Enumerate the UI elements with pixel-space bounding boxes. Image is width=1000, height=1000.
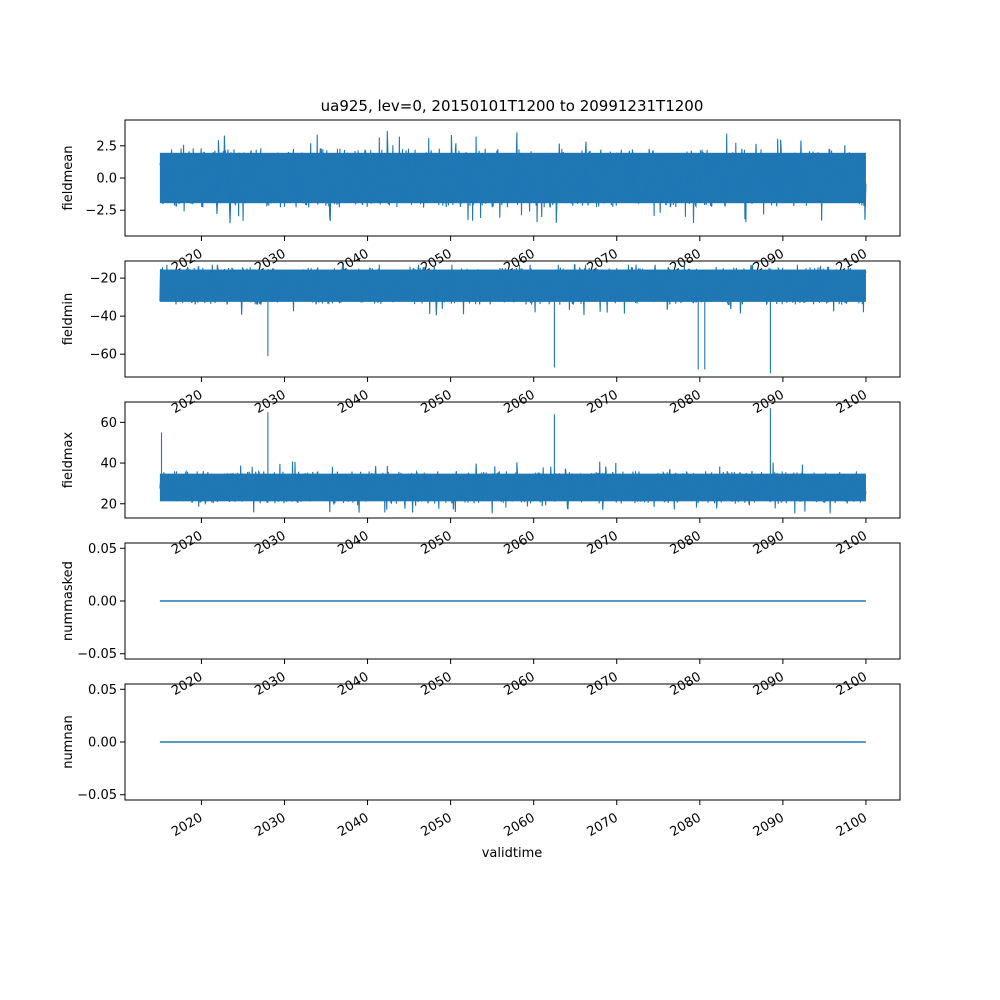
fieldmean-ylabel: fieldmean <box>61 146 76 211</box>
fieldmax-ytick-label: 60 <box>100 416 117 431</box>
x-axis-label: validtime <box>482 846 543 861</box>
fieldmin-axes-frame <box>124 260 901 378</box>
figure-title: ua925, lev=0, 20150101T1200 to 20991231T… <box>321 97 704 115</box>
numnan-ytick-label: 0.00 <box>88 736 117 751</box>
numnan-ylabel: numnan <box>61 715 76 769</box>
fieldmean-ytick-label: 0.0 <box>96 172 117 187</box>
fieldmin-ytick-label: −20 <box>90 272 117 287</box>
nummasked-ytick-label: 0.00 <box>88 595 117 610</box>
fieldmin-series-line <box>159 264 867 374</box>
fieldmax-series-line <box>159 408 867 514</box>
fieldmean-series-line <box>159 130 867 224</box>
numnan-ytick-label: −0.05 <box>77 788 117 803</box>
fieldmin-ytick-label: −60 <box>90 348 117 363</box>
fieldmax-ytick-label: 20 <box>100 497 117 512</box>
fieldmin-ytick-label: −40 <box>90 310 117 325</box>
fieldmax-ylabel: fieldmax <box>61 432 76 489</box>
nummasked-ylabel: nummasked <box>61 561 76 641</box>
fieldmax-axes-frame <box>124 401 901 519</box>
nummasked-ytick-label: −0.05 <box>77 647 117 662</box>
fieldmean-ytick-label: −2.5 <box>85 204 117 219</box>
numnan-ytick-label: 0.05 <box>88 683 117 698</box>
fieldmax-ytick-label: 40 <box>100 457 117 472</box>
nummasked-ytick-label: 0.05 <box>88 542 117 557</box>
fieldmin-ylabel: fieldmin <box>61 293 76 346</box>
fieldmean-ytick-label: 2.5 <box>96 139 117 154</box>
